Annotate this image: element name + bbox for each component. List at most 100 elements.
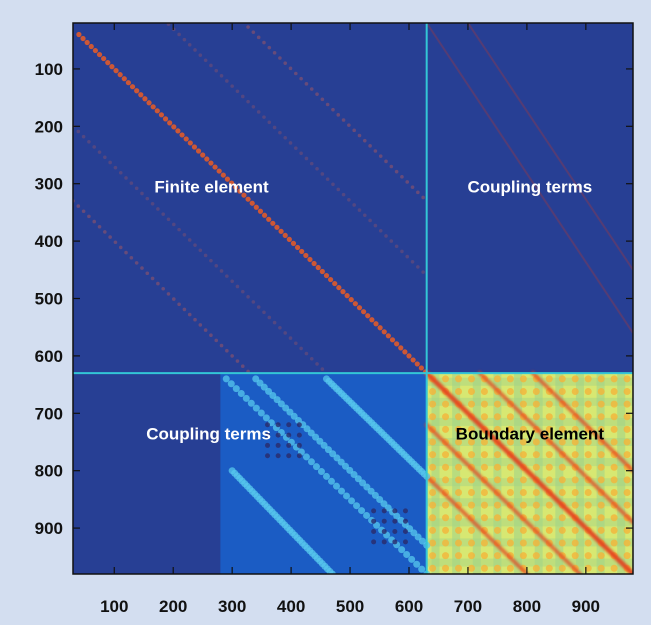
boundary-dot (532, 514, 540, 522)
fe-offdiagonal-point (118, 245, 123, 250)
fe-diagonal-point (352, 301, 358, 307)
fe-offdiagonal-point (304, 156, 309, 161)
fe-offdiagonal-point (352, 203, 356, 207)
fe-diagonal-point (162, 116, 169, 122)
boundary-dot (467, 438, 475, 446)
boundary-dot (429, 387, 437, 395)
y-tick-label: 800 (35, 462, 63, 481)
boundary-dot (558, 526, 566, 534)
fe-diagonal-point (332, 280, 338, 287)
boundary-dot (519, 552, 527, 560)
fe-offdiagonal-point (320, 367, 325, 371)
lower-coupling-dark-dot (265, 453, 271, 459)
boundary-dot (610, 400, 618, 408)
lower-coupling-point (317, 468, 325, 476)
boundary-texture-stripe (452, 373, 461, 574)
fe-offdiagonal-point (108, 160, 112, 165)
boundary-dot (597, 400, 605, 408)
fe-offdiagonal-point (235, 359, 240, 363)
fe-offdiagonal-point (331, 182, 335, 187)
fe-offdiagonal-point (256, 110, 261, 114)
boundary-dot (467, 400, 475, 408)
fe-diagonal-point (348, 297, 354, 303)
fe-diagonal-point (336, 284, 342, 291)
boundary-dot (610, 387, 618, 395)
fe-offdiagonal-point (198, 53, 203, 57)
boundary-dot (442, 564, 450, 572)
boundary-dot (597, 552, 605, 560)
boundary-dot (480, 438, 488, 446)
boundary-dot (584, 375, 592, 383)
boundary-dot (584, 539, 592, 547)
fe-offdiagonal-point (347, 197, 351, 202)
fe-offdiagonal-point (225, 348, 229, 353)
boundary-dot (623, 387, 631, 395)
fe-diagonal-point (129, 84, 136, 90)
boundary-dot (493, 552, 501, 560)
boundary-dot (442, 501, 450, 509)
boundary-texture-stripe (514, 373, 523, 574)
fe-offdiagonal-point (421, 270, 425, 274)
boundary-dot (442, 413, 450, 421)
fe-diagonal-point (340, 289, 346, 295)
fe-diagonal-point (385, 333, 391, 339)
fe-offdiagonal-point (166, 217, 171, 222)
boundary-dot (506, 438, 514, 446)
fe-offdiagonal-point (272, 320, 277, 325)
lower-coupling-dark-dot (265, 442, 271, 448)
fe-offdiagonal-point (235, 284, 240, 289)
lower-coupling-dark-dot (286, 432, 292, 438)
fe-offdiagonal-point (203, 253, 208, 258)
fe-diagonal-point (402, 349, 408, 355)
boundary-dot (519, 438, 527, 446)
lower-coupling-dark-dot (371, 508, 377, 514)
fe-diagonal-point (158, 112, 165, 118)
fe-diagonal-point (154, 108, 160, 114)
fe-offdiagonal-point (235, 89, 240, 94)
boundary-dot (429, 526, 437, 534)
boundary-dot (506, 514, 514, 522)
x-tick-label: 800 (513, 597, 541, 616)
y-tick-label: 600 (35, 347, 63, 366)
boundary-dot (545, 564, 553, 572)
lower-coupling-point (242, 394, 250, 402)
fe-diagonal-point (282, 232, 288, 238)
x-tick-label: 400 (277, 597, 305, 616)
fe-offdiagonal-point (283, 61, 288, 65)
boundary-dot (545, 501, 553, 509)
boundary-dot (429, 501, 437, 509)
fe-offdiagonal-point (193, 243, 197, 247)
boundary-dot (571, 488, 579, 496)
fe-offdiagonal-point (172, 297, 176, 301)
lower-coupling-dark-dot (265, 432, 271, 438)
lower-coupling-dark-dot (381, 539, 387, 545)
boundary-dot (558, 463, 566, 471)
fe-offdiagonal-point (214, 263, 219, 268)
lower-coupling-dark-dot (392, 529, 398, 535)
boundary-dot (429, 463, 437, 471)
fe-diagonal-point (356, 305, 363, 311)
fe-offdiagonal-point (156, 281, 160, 286)
fe-offdiagonal-point (320, 172, 325, 176)
boundary-dot (597, 501, 605, 509)
boundary-dot (455, 413, 463, 421)
fe-diagonal-point (410, 357, 416, 363)
fe-offdiagonal-point (182, 37, 187, 42)
fe-offdiagonal-point (230, 279, 234, 284)
fe-diagonal-point (241, 192, 247, 198)
fe-offdiagonal-point (256, 305, 261, 309)
fe-diagonal-point (212, 164, 218, 170)
lower-coupling-point (327, 477, 335, 485)
fe-offdiagonal-point (357, 133, 362, 138)
boundary-dot (429, 552, 437, 560)
boundary-dot (442, 463, 450, 471)
lower-coupling-point (227, 380, 235, 388)
lower-coupling-dark-dot (381, 508, 387, 514)
region-label: Boundary element (456, 424, 605, 443)
fe-diagonal-point (125, 80, 132, 86)
fe-diagonal-point (323, 272, 330, 279)
boundary-dot (532, 501, 540, 509)
boundary-dot (558, 476, 566, 484)
fe-offdiagonal-point (352, 128, 356, 133)
boundary-dot (597, 451, 605, 459)
